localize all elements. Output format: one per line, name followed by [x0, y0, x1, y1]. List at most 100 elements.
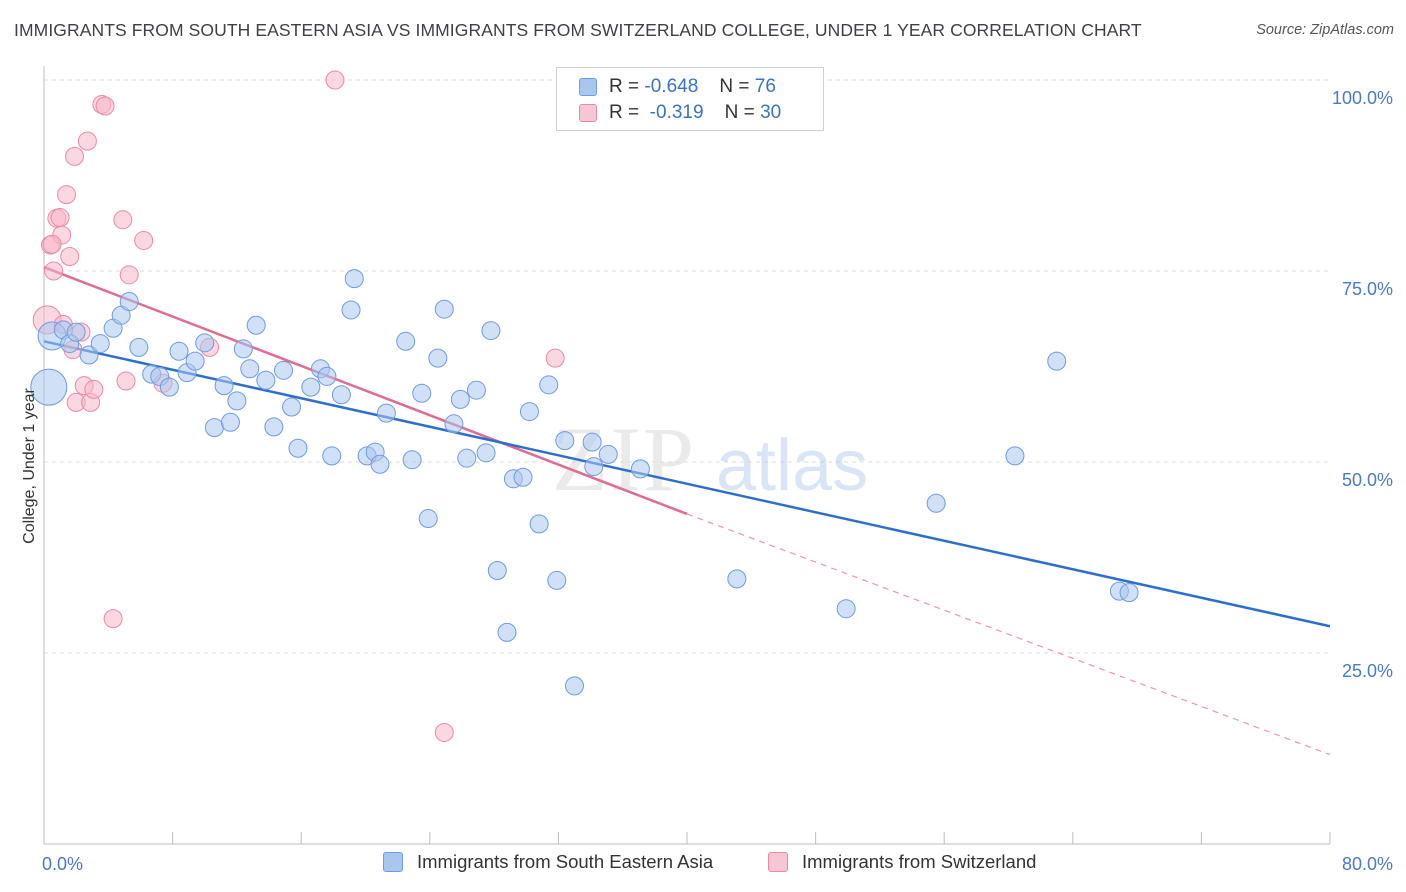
- sea-point: [264, 417, 284, 437]
- switzerland-point: [545, 348, 565, 368]
- sea-point: [476, 443, 496, 463]
- sea-point: [444, 414, 464, 434]
- y-tick-label: 25.0%: [1342, 661, 1393, 681]
- sea-point: [457, 448, 477, 468]
- sea-point: [214, 376, 234, 396]
- y-tick-label: 75.0%: [1342, 279, 1393, 299]
- legend-row-sea: R = -0.648 N = 76: [579, 75, 776, 99]
- sea-point: [497, 622, 517, 642]
- sea-point: [282, 397, 302, 417]
- sea-point: [598, 444, 618, 464]
- sea-point: [370, 454, 390, 474]
- sea-point: [466, 380, 486, 400]
- sea-point: [926, 493, 946, 513]
- correlation-legend: R = -0.648 N = 76 R = -0.319 N = 30: [556, 67, 824, 131]
- switzerland-point: [44, 261, 64, 281]
- x-tick-label: 0.0%: [42, 854, 83, 874]
- axes: [43, 66, 1331, 845]
- sea-point: [240, 359, 260, 379]
- switzerland-point: [325, 70, 345, 90]
- sea-point: [1119, 583, 1139, 603]
- switzerland-point: [119, 265, 139, 285]
- sea-point: [256, 370, 276, 390]
- legend-r-value: -0.319: [649, 102, 704, 123]
- tick-labels: 25.0% 50.0% 75.0% 100.0% 0.0% 80.0%: [42, 88, 1393, 874]
- legend-swatch-blue: [579, 78, 597, 96]
- switzerland-trend-solid: [43, 266, 688, 516]
- sea-point: [169, 341, 189, 361]
- x-tick-label: 80.0%: [1342, 854, 1393, 874]
- chart-title: IMMIGRANTS FROM SOUTH EASTERN ASIA VS IM…: [14, 20, 1142, 40]
- bottom-legend-swatch-pink: [768, 852, 788, 872]
- svg-text:atlas: atlas: [716, 426, 868, 506]
- sea-points: [30, 269, 1139, 696]
- sea-point: [30, 368, 68, 406]
- sea-point: [529, 514, 549, 534]
- switzerland-point: [95, 96, 115, 116]
- y-tick-label: 50.0%: [1342, 470, 1393, 490]
- switzerland-point: [77, 131, 97, 151]
- legend-n-value: 76: [754, 76, 776, 97]
- sea-point: [185, 351, 205, 371]
- bottom-legend-swatch-blue: [383, 852, 403, 872]
- switzerland-point: [134, 230, 154, 250]
- sea-point: [322, 446, 342, 466]
- sea-point: [487, 560, 507, 580]
- sea-point: [450, 389, 470, 409]
- sea-point: [481, 321, 501, 341]
- sea-point: [434, 299, 454, 319]
- sea-point: [1047, 351, 1067, 371]
- sea-point: [129, 337, 149, 357]
- switzerland-point: [50, 208, 70, 228]
- legend-n-label: N =: [719, 76, 750, 97]
- sea-point: [66, 322, 86, 342]
- sea-point: [630, 459, 650, 479]
- sea-point: [301, 377, 321, 397]
- switzerland-point: [60, 246, 80, 266]
- legend-r-value: -0.648: [644, 76, 699, 97]
- sea-point: [555, 431, 575, 451]
- sea-trend-line: [43, 340, 1331, 628]
- sea-point: [204, 418, 224, 438]
- sea-point: [582, 432, 602, 452]
- bottom-legend-label: Immigrants from Switzerland: [802, 851, 1037, 872]
- y-axis-label: College, Under 1 year: [21, 388, 38, 544]
- sea-point: [341, 300, 361, 320]
- switzerland-point: [42, 234, 62, 254]
- grid-lines: [44, 79, 1330, 654]
- sea-point: [1005, 446, 1025, 466]
- switzerland-trend-dashed: [686, 513, 1331, 756]
- legend-n-value: 30: [760, 102, 782, 123]
- y-tick-label: 100.0%: [1332, 88, 1393, 108]
- legend-swatch-pink: [579, 104, 597, 122]
- sea-point: [90, 334, 110, 354]
- legend-r-label: R =: [609, 76, 640, 97]
- legend-r-label: R =: [609, 102, 640, 123]
- switzerland-point: [113, 210, 133, 230]
- sea-point: [119, 292, 139, 312]
- bottom-legend-label: Immigrants from South Eastern Asia: [417, 851, 714, 872]
- sea-point: [428, 348, 448, 368]
- switzerland-point: [434, 722, 454, 742]
- sea-point: [836, 599, 856, 619]
- sea-point: [396, 331, 416, 351]
- sea-point: [564, 676, 584, 696]
- sea-point: [227, 391, 247, 411]
- sea-point: [233, 339, 253, 359]
- sea-point: [412, 383, 432, 403]
- sea-point: [331, 385, 351, 405]
- switzerland-trend-line: [43, 266, 1331, 756]
- sea-point: [513, 467, 533, 487]
- sea-point: [376, 403, 396, 423]
- sea-point: [539, 375, 559, 395]
- chart-source: Source: ZipAtlas.com: [1256, 22, 1394, 38]
- legend-row-switzerland: R = -0.319 N = 30: [579, 101, 781, 125]
- switzerland-point: [65, 146, 85, 166]
- bottom-legend-sea: Immigrants from South Eastern Asia: [383, 851, 713, 873]
- sea-point: [584, 457, 604, 477]
- switzerland-point: [57, 185, 77, 205]
- sea-point: [727, 569, 747, 589]
- sea-point: [220, 412, 240, 432]
- sea-trend-solid: [43, 340, 1331, 628]
- switzerland-points: [32, 70, 565, 742]
